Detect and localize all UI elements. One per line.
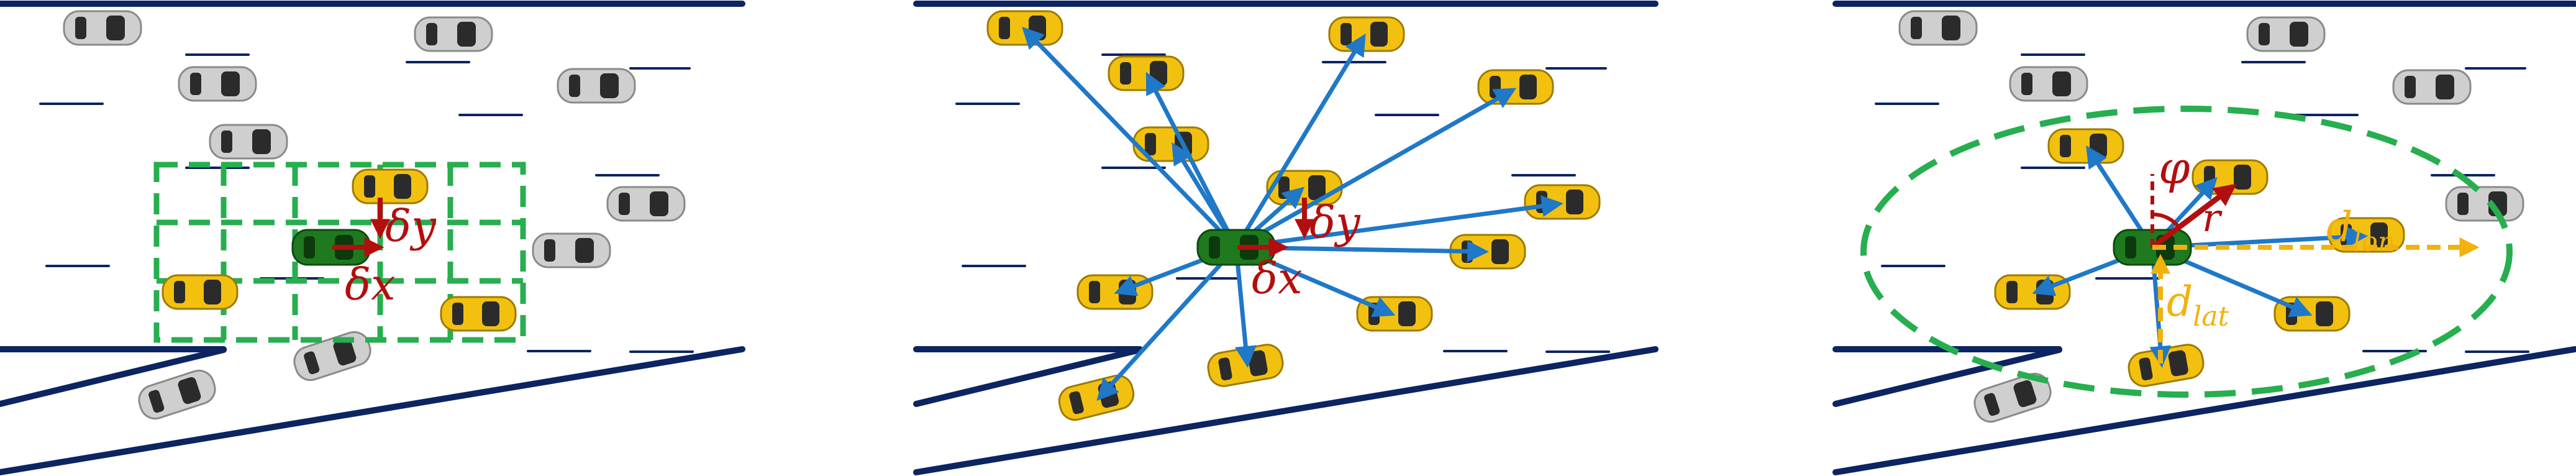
- background-cars: [1898, 10, 2524, 423]
- offset-x-label: δx: [1252, 253, 1303, 304]
- lateral-distance-label: dlat: [2167, 278, 2229, 332]
- background-cars: [63, 10, 686, 420]
- car-icon: [440, 296, 517, 332]
- offset-x-label: δx: [345, 259, 396, 310]
- car-icon: [178, 66, 257, 102]
- ego-car-icon: [291, 229, 371, 266]
- perception-range: [1860, 106, 2513, 398]
- car-icon: [1108, 55, 1185, 91]
- car-icon: [1477, 69, 1554, 105]
- lat-subscript: lat: [2193, 301, 2229, 332]
- neighbor-cars: [162, 168, 517, 332]
- longitudinal-distance-label: dlon: [2326, 203, 2395, 258]
- panel-polar: φ r dlon dlat: [1832, 1, 2576, 475]
- car-icon: [1076, 274, 1154, 310]
- car-icon: [138, 369, 216, 420]
- panel-graph: δy δx: [913, 1, 1659, 475]
- car-icon: [1524, 184, 1601, 220]
- car-icon: [1898, 10, 1978, 46]
- d-symbol: d: [2167, 278, 2193, 326]
- car-icon: [414, 16, 493, 52]
- car-icon: [162, 274, 239, 310]
- car-icon: [209, 124, 288, 160]
- radius-arrow: [2150, 183, 2237, 250]
- car-icon: [1994, 274, 2071, 310]
- car-icon: [2009, 66, 2088, 102]
- offset-y-label: δy: [1309, 197, 1361, 248]
- offset-arrows: [332, 198, 390, 257]
- car-icon: [2392, 69, 2472, 105]
- car-icon: [2246, 16, 2326, 52]
- car-icon: [532, 232, 611, 268]
- offset-y-label: δy: [385, 201, 437, 252]
- angle-label: φ: [2159, 142, 2190, 194]
- radius-label: r: [2202, 195, 2223, 240]
- car-icon: [2128, 344, 2205, 387]
- car-icon: [986, 10, 1063, 46]
- car-icon: [1973, 372, 2052, 423]
- car-icon: [2445, 186, 2524, 222]
- car-icon: [352, 168, 429, 204]
- car-icon: [2047, 128, 2124, 164]
- car-icon: [1058, 374, 1135, 421]
- car-icon: [606, 186, 686, 222]
- lon-subscript: lon: [2352, 226, 2395, 258]
- car-icon: [1328, 16, 1405, 52]
- car-icon: [293, 331, 371, 382]
- offset-arrows: [1237, 198, 1314, 257]
- car-icon: [63, 10, 142, 46]
- road-markings: [913, 1, 1659, 475]
- angle-arc: [2152, 212, 2181, 229]
- d-symbol: d: [2326, 203, 2352, 251]
- panel-grid: δy δx: [0, 1, 745, 475]
- car-icon: [557, 68, 636, 104]
